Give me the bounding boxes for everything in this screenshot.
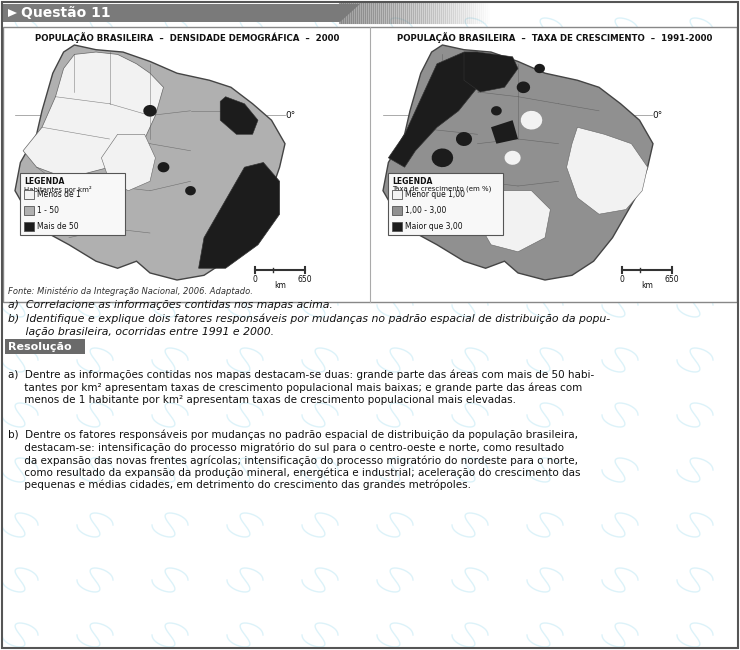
Text: 650: 650 bbox=[297, 275, 312, 284]
Bar bbox=[20, 173, 125, 235]
Text: a)  Dentre as informações contidas nos mapas destacam-se duas: grande parte das : a) Dentre as informações contidas nos ma… bbox=[8, 370, 594, 380]
Polygon shape bbox=[491, 106, 502, 116]
Polygon shape bbox=[477, 66, 494, 80]
Text: 1 - 50: 1 - 50 bbox=[37, 206, 59, 215]
Text: Menor que 1,00: Menor que 1,00 bbox=[405, 190, 465, 199]
Bar bbox=[24, 206, 34, 215]
Polygon shape bbox=[534, 64, 545, 73]
Text: km: km bbox=[274, 281, 286, 290]
Text: km: km bbox=[641, 281, 653, 290]
Polygon shape bbox=[491, 120, 518, 144]
Text: da expansão das novas frentes agrícolas; intensificação do processo migratório d: da expansão das novas frentes agrícolas;… bbox=[8, 455, 578, 465]
Polygon shape bbox=[144, 105, 157, 116]
Polygon shape bbox=[221, 97, 258, 135]
Text: b)  Dentre os fatores responsáveis por mudanças no padrão espacial de distribuiç: b) Dentre os fatores responsáveis por mu… bbox=[8, 430, 578, 441]
Bar bbox=[392, 222, 402, 231]
Bar bbox=[5, 339, 85, 354]
Text: tantes por km² apresentam taxas de crescimento populacional mais baixas; e grand: tantes por km² apresentam taxas de cresc… bbox=[8, 382, 582, 393]
Polygon shape bbox=[517, 81, 530, 93]
Text: Resolução: Resolução bbox=[8, 341, 72, 352]
Text: como resultado da expansão da produção mineral, energética e industrial; acelera: como resultado da expansão da produção m… bbox=[8, 467, 580, 478]
Polygon shape bbox=[423, 186, 469, 221]
Polygon shape bbox=[464, 52, 518, 92]
Bar bbox=[3, 27, 737, 302]
Polygon shape bbox=[477, 190, 551, 252]
Text: 0: 0 bbox=[252, 275, 258, 284]
Bar bbox=[388, 173, 503, 235]
Text: 650: 650 bbox=[665, 275, 679, 284]
Bar bbox=[392, 206, 402, 215]
Text: Mais de 50: Mais de 50 bbox=[37, 222, 78, 231]
Text: 0: 0 bbox=[619, 275, 625, 284]
Text: Questão 11: Questão 11 bbox=[21, 6, 110, 20]
Polygon shape bbox=[23, 52, 164, 174]
Text: pequenas e médias cidades, em detrimento do crescimento das grandes metrópoles.: pequenas e médias cidades, em detrimento… bbox=[8, 480, 471, 491]
Polygon shape bbox=[198, 162, 280, 268]
Text: LEGENDA: LEGENDA bbox=[392, 177, 432, 186]
Text: menos de 1 habitante por km² apresentam taxas de crescimento populacional mais e: menos de 1 habitante por km² apresentam … bbox=[8, 395, 516, 405]
Text: Maior que 3,00: Maior que 3,00 bbox=[405, 222, 462, 231]
Text: Habitantes por km²: Habitantes por km² bbox=[24, 186, 92, 193]
Text: destacam-se: intensificação do processo migratório do sul para o centro-oeste e : destacam-se: intensificação do processo … bbox=[8, 443, 564, 453]
Text: POPULAÇÃO BRASILEIRA  –  TAXA DE CRESCIMENTO  –  1991-2000: POPULAÇÃO BRASILEIRA – TAXA DE CRESCIMEN… bbox=[397, 32, 713, 44]
Polygon shape bbox=[15, 45, 285, 280]
Text: Taxa de crescimento (em %): Taxa de crescimento (em %) bbox=[392, 186, 491, 192]
Bar bbox=[24, 222, 34, 231]
Text: LEGENDA: LEGENDA bbox=[24, 177, 64, 186]
Polygon shape bbox=[521, 111, 542, 129]
Text: b)  Identifique e explique dois fatores responsáveis por mudanças no padrão espa: b) Identifique e explique dois fatores r… bbox=[8, 314, 610, 324]
Polygon shape bbox=[91, 217, 101, 226]
Text: POPULAÇÃO BRASILEIRA  –  DENSIDADE DEMOGRÁFICA  –  2000: POPULAÇÃO BRASILEIRA – DENSIDADE DEMOGRÁ… bbox=[35, 32, 339, 44]
Text: 1,00 - 3,00: 1,00 - 3,00 bbox=[405, 206, 446, 215]
Polygon shape bbox=[567, 127, 648, 214]
Polygon shape bbox=[388, 52, 477, 167]
Bar bbox=[392, 190, 402, 199]
Polygon shape bbox=[383, 45, 653, 280]
Text: 0°: 0° bbox=[285, 111, 295, 120]
Polygon shape bbox=[185, 186, 196, 196]
Text: a)  Correlacione as informações contidas nos mapas acima.: a) Correlacione as informações contidas … bbox=[8, 300, 333, 310]
Text: lação brasileira, ocorridas entre 1991 e 2000.: lação brasileira, ocorridas entre 1991 e… bbox=[8, 327, 274, 337]
Text: Menos de 1: Menos de 1 bbox=[37, 190, 81, 199]
Bar bbox=[24, 190, 34, 199]
Polygon shape bbox=[158, 162, 169, 172]
Polygon shape bbox=[101, 135, 155, 190]
Polygon shape bbox=[456, 132, 472, 146]
Polygon shape bbox=[8, 9, 17, 17]
Text: 0°: 0° bbox=[652, 111, 662, 120]
Polygon shape bbox=[505, 151, 521, 165]
Text: Fonte: Ministério da Integração Nacional, 2006. Adaptado.: Fonte: Ministério da Integração Nacional… bbox=[8, 286, 253, 296]
Polygon shape bbox=[431, 148, 453, 167]
Polygon shape bbox=[3, 4, 360, 22]
